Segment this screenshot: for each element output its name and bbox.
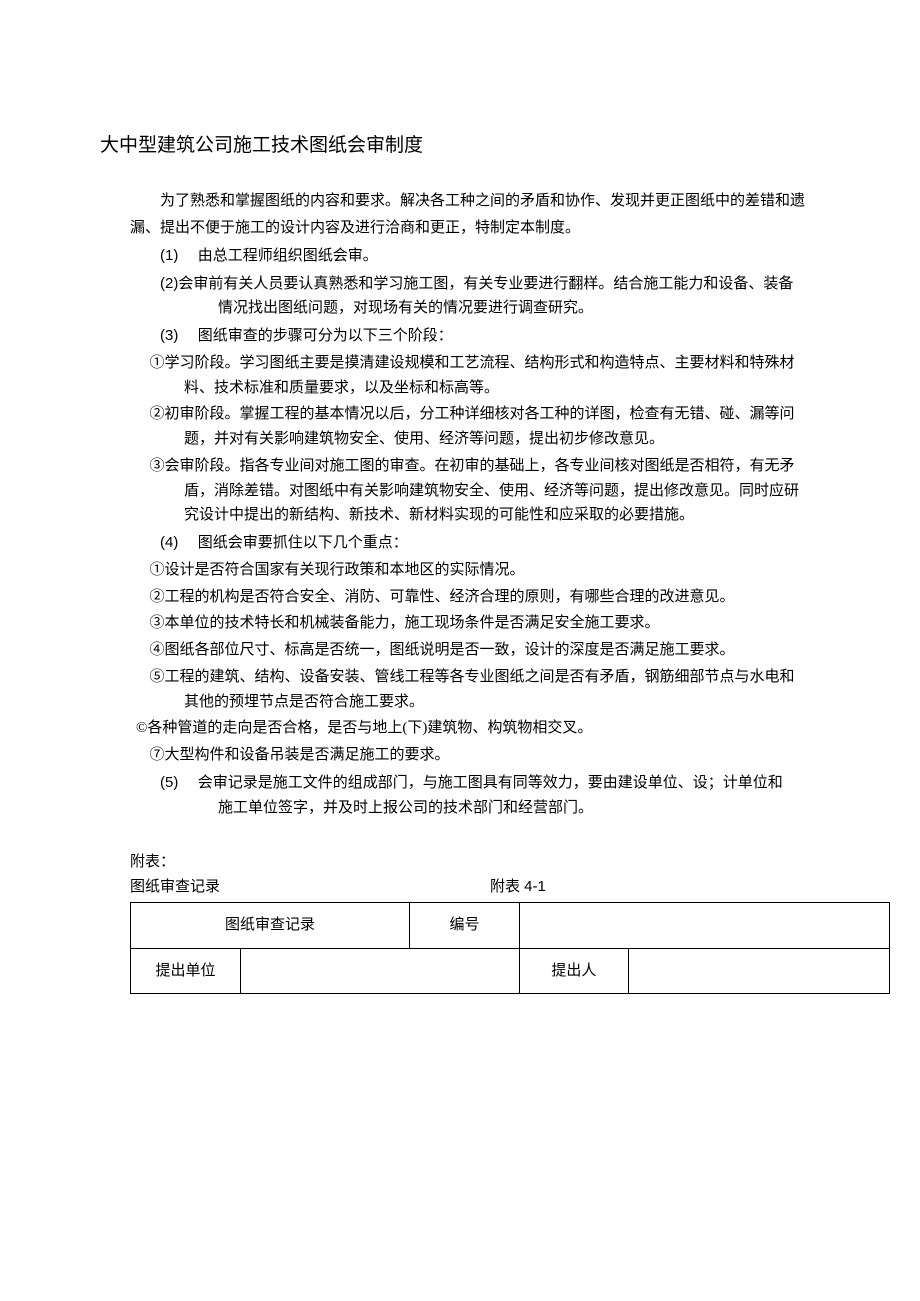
stage-3-line-1: ③会审阶段。指各专业间对施工图的审查。在初审的基础上，各专业间核对图纸是否相符，… [100, 454, 820, 479]
point-3: ③本单位的技术特长和机械装备能力，施工现场条件是否满足安全施工要求。 [100, 611, 820, 636]
cell-unit-value [241, 948, 520, 994]
review-record-table: 图纸审查记录 编号 提出单位 提出人 [130, 902, 890, 995]
stage-1-line-1: ①学习阶段。学习图纸主要是摸清建设规模和工艺流程、结构形式和构造特点、主要材料和… [100, 351, 820, 376]
table-title-left: 图纸审查记录 [130, 875, 490, 900]
stage-2-line-1: ②初审阶段。掌握工程的基本情况以后，分工种详细核对各工种的详图，检查有无错、碰、… [100, 402, 820, 427]
table-title-row: 图纸审查记录 附表 4-1 [100, 875, 820, 900]
intro-line-1: 为了熟悉和掌握图纸的内容和要求。解决各工种之间的矛盾和协作、发现并更正图纸中的差… [100, 189, 820, 214]
cell-number-value [520, 902, 890, 948]
stage-2-line-2: 题，并对有关影响建筑物安全、使用、经济等问题，提出初步修改意见。 [100, 427, 820, 452]
table-row: 提出单位 提出人 [131, 948, 890, 994]
document-title: 大中型建筑公司施工技术图纸会审制度 [100, 130, 820, 161]
stage-3-line-3: 究设计中提出的新结构、新技术、新材料实现的可能性和应采取的必要措施。 [100, 503, 820, 528]
point-6: ©各种管道的走向是否合格，是否与地上(下)建筑物、构筑物相交叉。 [100, 716, 820, 741]
item-5-label: (5) [160, 771, 194, 796]
cell-record-title: 图纸审查记录 [131, 902, 410, 948]
item-2-cont: 情况找出图纸问题，对现场有关的情况要进行调查研究。 [100, 296, 820, 321]
table-row: 图纸审查记录 编号 [131, 902, 890, 948]
cell-number-label: 编号 [410, 902, 520, 948]
item-1-text: 由总工程师组织图纸会审。 [198, 248, 378, 264]
stage-1-line-2: 料、技术标准和质量要求，以及坐标和标高等。 [100, 376, 820, 401]
cell-person-value [628, 948, 889, 994]
point-5-line-1: ⑤工程的建筑、结构、设备安装、管线工程等各专业图纸之间是否有矛盾，钢筋细部节点与… [100, 665, 820, 690]
item-3-label: (3) [160, 324, 194, 349]
item-2-label: (2) [160, 272, 178, 297]
item-5-line-1: 会审记录是施工文件的组成部门，与施工图具有同等效力，要由建设单位、设；计单位和 [198, 775, 783, 791]
item-1-label: (1) [160, 244, 194, 269]
point-4: ④图纸各部位尺寸、标高是否统一，图纸说明是否一致，设计的深度是否满足施工要求。 [100, 638, 820, 663]
attachment-label: 附表： [100, 850, 820, 875]
item-2-text: 会审前有关人员要认真熟悉和学习施工图，有关专业要进行翻样。结合施工能力和设备、装… [178, 276, 793, 292]
item-3-text: 图纸审查的步骤可分为以下三个阶段： [198, 328, 453, 344]
stage-3-line-2: 盾，消除差错。对图纸中有关影响建筑物安全、使用、经济等问题，提出修改意见。同时应… [100, 479, 820, 504]
cell-person-label: 提出人 [520, 948, 629, 994]
item-5-line-2: 施工单位签字，并及时上报公司的技术部门和经营部门。 [100, 796, 820, 821]
item-4-text: 图纸会审要抓住以下几个重点： [198, 535, 408, 551]
item-5: (5) 会审记录是施工文件的组成部门，与施工图具有同等效力，要由建设单位、设；计… [100, 771, 820, 796]
point-5-line-2: 其他的预埋节点是否符合施工要求。 [100, 690, 820, 715]
point-7: ⑦大型构件和设备吊装是否满足施工的要求。 [100, 743, 820, 768]
table-title-right: 附表 4-1 [490, 875, 546, 900]
item-1: (1) 由总工程师组织图纸会审。 [100, 244, 820, 269]
item-4-label: (4) [160, 531, 194, 556]
point-2: ②工程的机构是否符合安全、消防、可靠性、经济合理的原则，有哪些合理的改进意见。 [100, 585, 820, 610]
item-2: (2)会审前有关人员要认真熟悉和学习施工图，有关专业要进行翻样。结合施工能力和设… [100, 272, 820, 297]
item-3: (3) 图纸审查的步骤可分为以下三个阶段： [100, 324, 820, 349]
intro-line-2: 漏、提出不便于施工的设计内容及进行洽商和更正，特制定本制度。 [100, 216, 820, 241]
item-4: (4) 图纸会审要抓住以下几个重点： [100, 531, 820, 556]
cell-unit-label: 提出单位 [131, 948, 241, 994]
point-1: ①设计是否符合国家有关现行政策和本地区的实际情况。 [100, 558, 820, 583]
